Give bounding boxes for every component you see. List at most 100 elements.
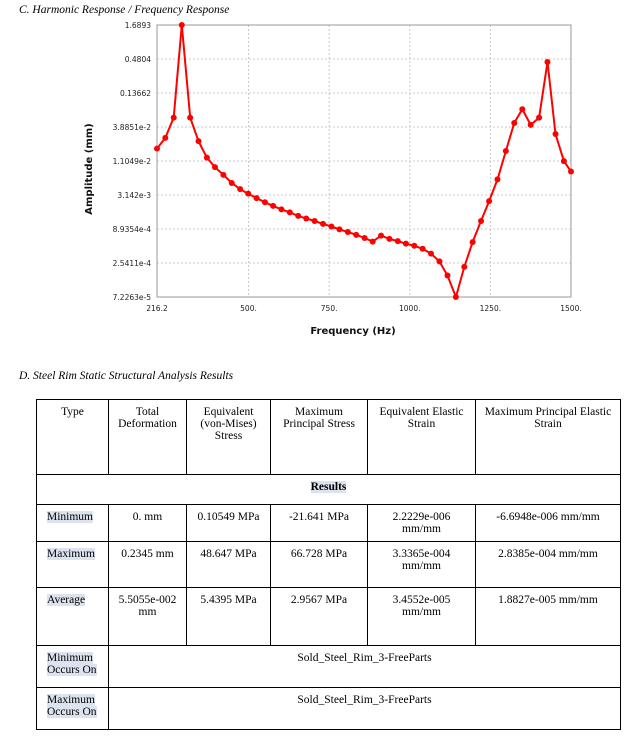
table-cell: 0.10549 MPa	[186, 504, 271, 542]
x-tick-label: 1250.	[480, 304, 501, 313]
data-point	[353, 231, 360, 238]
table-row: Maximum Occurs On Sold_Steel_Rim_3-FreeP…	[36, 687, 621, 730]
results-table: Type Total Deformation Equivalent (von-M…	[36, 399, 621, 730]
y-tick-label: 0.13662	[120, 89, 151, 98]
data-point	[369, 238, 376, 245]
data-point	[461, 263, 468, 270]
table-cell: 5.4395 MPa	[186, 587, 271, 646]
x-tick-label: 750.	[321, 304, 338, 313]
table-cell: 2.2229e-006 mm/mm	[367, 504, 476, 542]
table-cell: Sold_Steel_Rim_3-FreeParts	[108, 687, 621, 730]
data-point	[469, 239, 476, 246]
y-ticks: 1.6893 0.4804 0.13662 3.8851e-2 1.1049e-2 3.1…	[113, 21, 152, 302]
data-point	[361, 235, 368, 242]
data-point	[328, 223, 335, 230]
x-axis-label: Frequency (Hz)	[310, 326, 395, 337]
data-point	[154, 145, 160, 152]
x-tick-label: 500.	[240, 304, 257, 313]
data-point	[278, 206, 285, 213]
header-max-principal-elastic-strain: Maximum Principal Elastic Strain	[475, 399, 621, 475]
row-label: Average	[47, 594, 86, 606]
x-tick-label: 216.2	[146, 304, 168, 313]
x-tick-label: 1500.	[560, 304, 581, 313]
results-section-label: Results	[310, 481, 347, 493]
data-point	[203, 154, 210, 161]
data-point	[378, 232, 385, 239]
data-point	[295, 212, 302, 219]
data-point	[320, 220, 327, 227]
data-point	[411, 242, 418, 249]
data-point	[386, 235, 393, 242]
section-row: Results	[36, 474, 621, 505]
table-cell: 3.3365e-004 mm/mm	[367, 541, 476, 588]
section-d-title: D. Steel Rim Static Structural Analysis …	[19, 370, 234, 382]
data-point	[444, 272, 451, 279]
data-point	[344, 228, 351, 235]
table-cell: 0. mm	[108, 504, 187, 542]
table-row: Minimum 0. mm 0.10549 MPa -21.641 MPa 2.…	[36, 504, 621, 542]
y-tick-label: 3.142e-3	[117, 191, 151, 200]
y-tick-label: 7.2263e-5	[113, 293, 152, 302]
data-point	[303, 215, 310, 222]
table-cell: 2.9567 MPa	[270, 587, 368, 646]
data-point	[170, 114, 177, 121]
x-ticks: 216.2 500. 750. 1000. 1250. 1500.	[146, 304, 581, 313]
data-point	[228, 179, 235, 186]
y-tick-label: 2.5411e-4	[113, 259, 152, 268]
table-row: Average 5.5055e-002 mm 5.4395 MPa 2.9567…	[36, 587, 621, 646]
data-point	[452, 294, 459, 300]
table-cell: 2.8385e-004 mm/mm	[475, 541, 621, 588]
data-point	[253, 195, 260, 202]
data-point	[336, 226, 343, 233]
data-point	[419, 245, 426, 252]
data-point	[494, 176, 501, 183]
header-equivalent-stress: Equivalent (von-Mises) Stress	[186, 399, 271, 475]
header-equivalent-elastic-strain: Equivalent Elastic Strain	[367, 399, 476, 475]
table-cell: 66.728 MPa	[270, 541, 368, 588]
table-cell: -21.641 MPa	[270, 504, 368, 542]
x-tick-label: 1000.	[399, 304, 420, 313]
row-label: Maximum	[47, 548, 95, 560]
table-cell: 48.647 MPa	[186, 541, 271, 588]
header-max-principal-stress: Maximum Principal Stress	[270, 399, 368, 475]
y-tick-label: 8.9354e-4	[113, 225, 152, 234]
data-point	[502, 147, 509, 154]
plot-frame	[156, 24, 572, 298]
row-label: Maximum Occurs On	[47, 694, 97, 718]
series-line	[156, 24, 572, 301]
header-type: Type	[36, 399, 109, 475]
section-c-title: C. Harmonic Response / Frequency Respons…	[19, 4, 230, 16]
data-point	[187, 114, 194, 121]
table-cell: 3.4552e-005 mm/mm	[367, 587, 476, 646]
data-point	[428, 250, 435, 257]
data-point	[211, 164, 218, 171]
header-total-deformation: Total Deformation	[108, 399, 187, 475]
series-points	[154, 22, 574, 300]
data-point	[270, 202, 277, 209]
data-point	[237, 186, 244, 193]
data-point	[162, 134, 169, 141]
table-row: Minimum Occurs On Sold_Steel_Rim_3-FreeP…	[36, 645, 621, 688]
data-point	[536, 114, 543, 121]
data-point	[286, 209, 293, 216]
row-label: Minimum Occurs On	[47, 652, 97, 676]
data-point	[402, 240, 409, 247]
data-point	[519, 106, 526, 113]
data-point	[560, 158, 567, 165]
data-point	[245, 190, 252, 197]
header-row: Type Total Deformation Equivalent (von-M…	[36, 399, 621, 475]
data-point	[527, 121, 534, 128]
data-point	[544, 58, 551, 65]
data-point	[195, 138, 202, 145]
data-point	[178, 22, 185, 28]
table-cell: Sold_Steel_Rim_3-FreeParts	[108, 645, 621, 688]
table-row: Maximum 0.2345 mm 48.647 MPa 66.728 MPa …	[36, 541, 621, 588]
y-tick-label: 1.1049e-2	[113, 157, 152, 166]
data-point	[220, 171, 227, 178]
y-axis-label: Amplitude (mm)	[84, 123, 95, 214]
table-cell: -6.6948e-006 mm/mm	[475, 504, 621, 542]
frequency-response-chart: 1.6893 0.4804 0.13662 3.8851e-2 1.1049e-2 3.1…	[84, 21, 582, 337]
data-point	[261, 199, 268, 206]
data-point	[436, 258, 443, 265]
data-point	[568, 168, 574, 175]
